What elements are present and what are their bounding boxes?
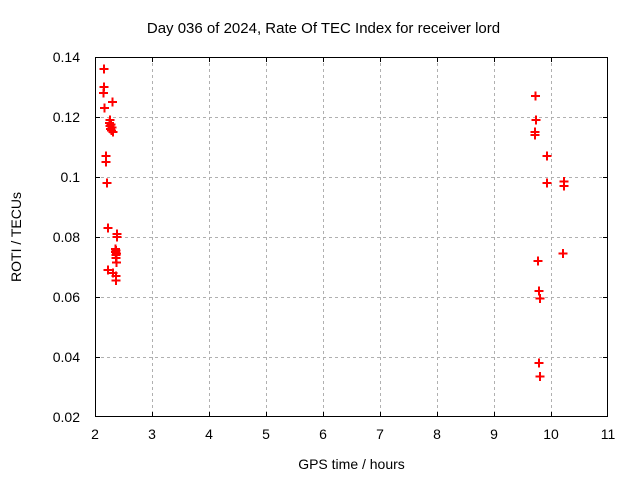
x-tick-label: 3 (148, 426, 156, 442)
y-tick-label: 0.1 (60, 169, 80, 185)
data-point-marker (99, 64, 109, 74)
data-point-marker (103, 265, 113, 275)
x-tick-label: 9 (490, 426, 498, 442)
y-tick-label: 0.12 (52, 109, 80, 125)
y-tick-label: 0.06 (52, 289, 80, 305)
data-point-marker (112, 258, 122, 267)
data-point-marker (534, 358, 544, 368)
data-point-marker (108, 97, 118, 107)
data-point-marker (533, 256, 543, 266)
data-point-marker (531, 91, 541, 101)
x-tick-label: 7 (376, 426, 384, 442)
data-point-marker (111, 276, 121, 285)
plot-area (95, 57, 609, 418)
data-point-marker (542, 178, 552, 188)
data-point-marker (531, 115, 541, 125)
data-point-marker (108, 127, 118, 137)
y-tick-label: 0.08 (52, 229, 80, 245)
data-point-marker (99, 88, 109, 98)
x-tick-label: 2 (91, 426, 99, 442)
data-point-marker (101, 157, 111, 167)
data-point-marker (107, 126, 117, 135)
data-point-marker (103, 223, 113, 233)
x-tick-label: 6 (319, 426, 327, 442)
data-point-marker (535, 372, 545, 381)
x-tick-label: 5 (262, 426, 270, 442)
data-point-marker (558, 249, 568, 258)
scatter-plot (95, 57, 609, 418)
data-point-marker (112, 232, 122, 242)
x-tick-label: 11 (600, 426, 616, 442)
x-axis-label: GPS time / hours (298, 456, 405, 472)
x-tick-label: 8 (433, 426, 441, 442)
data-point-marker (100, 103, 110, 113)
x-tick-label: 4 (205, 426, 213, 442)
data-point-marker (530, 130, 540, 140)
y-tick-label: 0.14 (52, 49, 80, 65)
data-point-marker (102, 178, 112, 188)
plot-frame (95, 57, 608, 417)
data-point-marker (534, 286, 544, 296)
data-point-marker (542, 151, 552, 161)
y-tick-label: 0.02 (52, 409, 80, 425)
data-point-marker (535, 294, 545, 303)
y-tick-label: 0.04 (52, 349, 80, 365)
x-tick-label: 10 (543, 426, 559, 442)
data-point-marker (559, 181, 569, 191)
chart-title: Day 036 of 2024, Rate Of TEC Index for r… (146, 20, 501, 37)
